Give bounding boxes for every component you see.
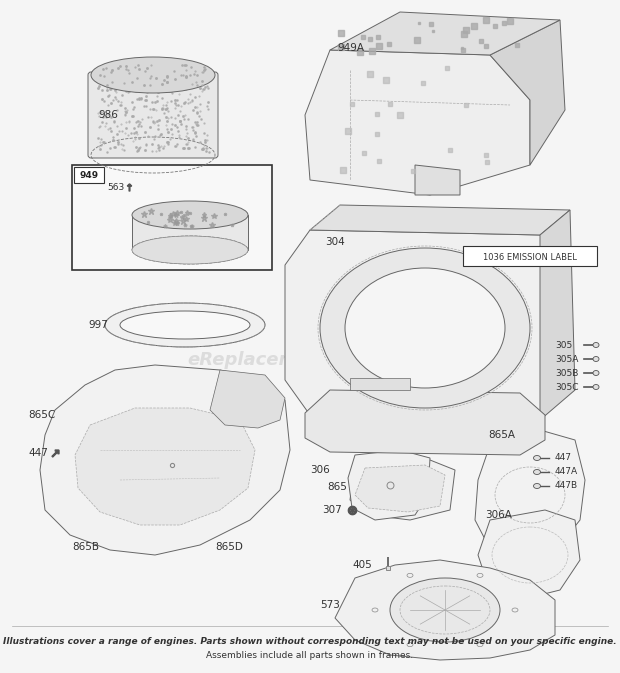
Text: 306: 306 (310, 465, 330, 475)
Text: 865: 865 (327, 482, 347, 492)
Polygon shape (285, 230, 565, 420)
Text: 305B: 305B (555, 369, 578, 378)
Ellipse shape (120, 311, 250, 339)
Text: 447: 447 (28, 448, 48, 458)
Text: 563: 563 (107, 182, 124, 192)
Ellipse shape (593, 371, 599, 376)
Ellipse shape (593, 384, 599, 390)
Ellipse shape (533, 456, 541, 460)
Polygon shape (75, 408, 255, 525)
Text: 447: 447 (555, 454, 572, 462)
Text: 306A: 306A (485, 510, 512, 520)
Ellipse shape (593, 357, 599, 361)
Ellipse shape (533, 470, 541, 474)
Polygon shape (478, 510, 580, 600)
Polygon shape (348, 450, 430, 520)
Ellipse shape (105, 303, 265, 347)
Text: 447B: 447B (555, 481, 578, 491)
Polygon shape (475, 430, 585, 555)
Ellipse shape (320, 248, 530, 408)
Polygon shape (330, 12, 560, 55)
Ellipse shape (91, 57, 215, 93)
Text: 865C: 865C (28, 410, 55, 420)
FancyBboxPatch shape (74, 167, 104, 183)
Text: Illustrations cover a range of engines. Parts shown without corresponding text m: Illustrations cover a range of engines. … (3, 637, 617, 645)
Text: 1036 EMISSION LABEL: 1036 EMISSION LABEL (483, 252, 577, 262)
Polygon shape (415, 165, 460, 195)
Ellipse shape (132, 201, 248, 229)
Polygon shape (355, 465, 445, 512)
Polygon shape (305, 50, 530, 195)
Polygon shape (40, 365, 290, 555)
Text: 865A: 865A (488, 430, 515, 440)
Text: 447A: 447A (555, 468, 578, 476)
Text: 305A: 305A (555, 355, 578, 363)
Ellipse shape (533, 483, 541, 489)
Text: 305C: 305C (555, 382, 578, 392)
Polygon shape (350, 455, 455, 520)
Text: 573: 573 (320, 600, 340, 610)
Ellipse shape (593, 343, 599, 347)
Polygon shape (305, 390, 545, 455)
FancyBboxPatch shape (463, 246, 597, 266)
FancyBboxPatch shape (88, 72, 218, 158)
Text: 949A: 949A (337, 43, 364, 53)
Text: 304: 304 (325, 237, 345, 247)
Text: 865D: 865D (215, 542, 243, 552)
Text: 949: 949 (79, 172, 99, 180)
Text: 307: 307 (322, 505, 342, 515)
Text: 405: 405 (352, 560, 372, 570)
Bar (72, 165, 272, 270)
Bar (350, 378, 410, 390)
Polygon shape (210, 370, 285, 428)
Text: Assemblies include all parts shown in frames.: Assemblies include all parts shown in fr… (206, 651, 414, 660)
Text: eReplacementParts.com: eReplacementParts.com (187, 351, 433, 369)
Ellipse shape (345, 268, 505, 388)
Text: 986: 986 (98, 110, 118, 120)
Text: 997: 997 (88, 320, 108, 330)
Ellipse shape (132, 236, 248, 264)
Polygon shape (490, 20, 565, 165)
Polygon shape (335, 560, 555, 660)
Text: 305: 305 (555, 341, 572, 349)
Ellipse shape (390, 578, 500, 642)
Text: 865B: 865B (72, 542, 99, 552)
Polygon shape (540, 210, 575, 420)
Bar (132, 215, 248, 250)
Polygon shape (310, 205, 570, 235)
